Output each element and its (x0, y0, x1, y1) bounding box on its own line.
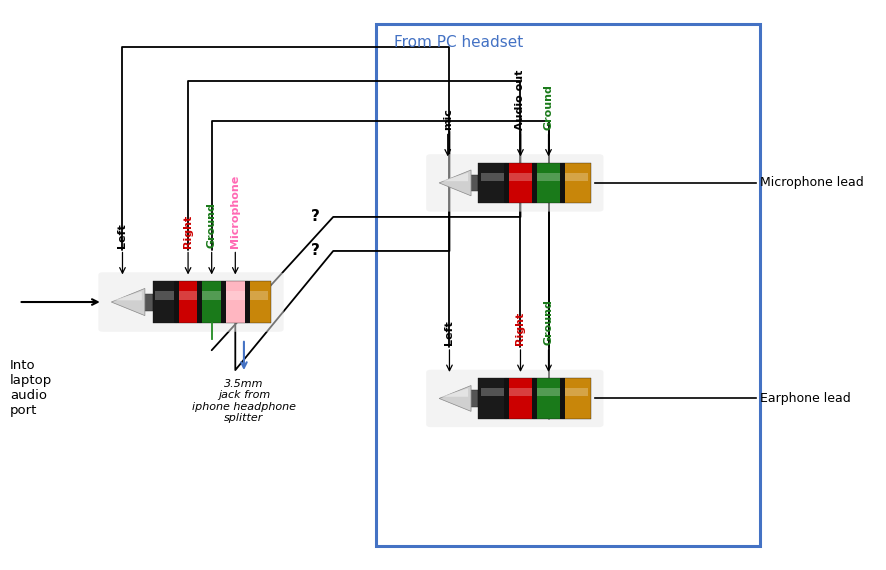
Bar (152, 281, 176, 323)
Bar (537, 388, 560, 396)
Polygon shape (439, 170, 471, 196)
Text: 3.5mm
jack from
iphone headphone
splitter: 3.5mm jack from iphone headphone splitte… (192, 378, 296, 424)
Bar (200, 281, 223, 323)
Bar (537, 173, 560, 181)
Bar (481, 173, 503, 181)
FancyBboxPatch shape (98, 272, 284, 332)
Bar (563, 162, 591, 203)
Text: Microphone: Microphone (230, 174, 240, 248)
Text: Left: Left (118, 223, 128, 248)
Bar (245, 281, 250, 323)
Bar (507, 378, 534, 418)
Bar (250, 291, 268, 300)
Polygon shape (439, 385, 471, 412)
Bar (221, 281, 226, 323)
Bar (463, 390, 478, 406)
Bar (534, 162, 563, 203)
Bar (155, 291, 174, 300)
Bar (532, 162, 537, 203)
Text: Ground: Ground (206, 202, 217, 248)
Bar (226, 291, 245, 300)
FancyBboxPatch shape (426, 370, 603, 427)
Polygon shape (113, 291, 142, 300)
Bar (481, 388, 503, 396)
Text: Microphone lead: Microphone lead (760, 176, 864, 189)
Bar (532, 378, 537, 418)
Text: Earphone lead: Earphone lead (760, 392, 851, 405)
Text: Audio out: Audio out (516, 70, 525, 130)
Bar (509, 388, 532, 396)
Text: ?: ? (311, 209, 320, 225)
Text: Into
laptop
audio
port: Into laptop audio port (10, 359, 52, 417)
Bar (534, 378, 563, 418)
FancyBboxPatch shape (426, 154, 603, 211)
Text: Right: Right (183, 214, 193, 248)
Bar (247, 281, 271, 323)
Text: Ground: Ground (543, 84, 554, 130)
Bar (565, 388, 587, 396)
Bar (507, 162, 534, 203)
Bar (563, 378, 591, 418)
Bar (478, 378, 507, 418)
Bar (137, 294, 152, 311)
Bar (560, 162, 565, 203)
Bar (179, 291, 198, 300)
Text: mic: mic (443, 108, 453, 130)
Bar (565, 173, 587, 181)
Bar (509, 173, 532, 181)
Bar (198, 281, 203, 323)
Polygon shape (441, 388, 468, 397)
Text: Right: Right (516, 312, 525, 345)
Bar (223, 281, 247, 323)
Bar (560, 378, 565, 418)
Bar (478, 162, 507, 203)
Text: ?: ? (311, 243, 320, 258)
Bar (174, 281, 179, 323)
Text: Left: Left (445, 320, 455, 345)
Bar (176, 281, 200, 323)
Text: Ground: Ground (543, 299, 554, 345)
Bar (504, 162, 509, 203)
Bar (463, 175, 478, 191)
Polygon shape (441, 173, 468, 181)
Bar (377, 24, 760, 546)
Text: From PC headset: From PC headset (393, 35, 523, 50)
Polygon shape (112, 288, 145, 316)
Bar (202, 291, 222, 300)
Bar (504, 378, 509, 418)
